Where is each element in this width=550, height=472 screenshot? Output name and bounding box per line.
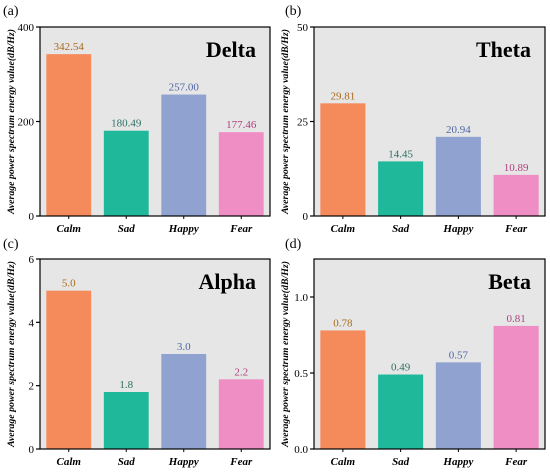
data-label-happy: 257.00: [169, 82, 200, 94]
plot-frame: [39, 26, 271, 217]
data-label-calm: 342.54: [54, 41, 85, 53]
y-axis-label: Average power spectrum energy value(dB/H…: [280, 29, 291, 215]
panel-label: (b): [285, 4, 302, 19]
plot-frame: [313, 26, 546, 217]
bar-calm: [46, 290, 92, 449]
bar-sad: [103, 392, 149, 449]
y-tick-label: 0: [29, 444, 35, 456]
panel-label: (a): [3, 4, 19, 19]
panel-label: (d): [285, 237, 302, 252]
data-label-fear: 0.81: [507, 313, 526, 325]
x-tick-label: Sad: [118, 456, 136, 468]
y-axis-label: Average power spectrum energy value(dB/H…: [6, 29, 17, 215]
bar-sad: [378, 374, 424, 449]
data-label-sad: 1.8: [119, 379, 133, 391]
data-label-fear: 10.89: [504, 162, 529, 174]
panel-delta: (a) 342.54 Calm 180.49 Sad 257.00 Happy 177.46 F…: [3, 4, 271, 235]
x-tick-label: Happy: [442, 223, 473, 235]
data-label-fear: 177.46: [226, 119, 257, 131]
bar-fear: [493, 174, 539, 216]
plot-frame: [39, 258, 271, 450]
chart-title: Theta: [476, 37, 531, 62]
bar-calm: [320, 330, 366, 449]
data-label-sad: 0.49: [391, 362, 411, 374]
x-tick-label: Calm: [57, 223, 82, 235]
y-tick-label: 6: [29, 254, 35, 266]
x-tick-label: Calm: [331, 223, 356, 235]
bar-happy: [161, 354, 207, 449]
bar-happy: [435, 362, 481, 449]
x-tick-label: Sad: [118, 223, 136, 235]
panel-beta: (d) 0.78 Calm 0.49 Sad 0.57 Happy 0.81 Fear 0.0 0.…: [280, 237, 546, 468]
x-tick-label: Fear: [229, 223, 253, 235]
x-tick-label: Fear: [229, 456, 253, 468]
chart-title: Beta: [488, 269, 531, 294]
y-axis-label: Average power spectrum energy value(dB/H…: [280, 261, 291, 448]
x-tick-label: Sad: [392, 223, 410, 235]
plot-frame: [313, 258, 546, 450]
y-tick-label: 400: [18, 22, 35, 34]
bar-fear: [493, 325, 539, 449]
data-label-happy: 20.94: [446, 124, 471, 136]
x-tick-label: Calm: [57, 456, 82, 468]
bar-fear: [218, 379, 264, 449]
data-label-calm: 29.81: [331, 90, 356, 102]
data-label-calm: 0.78: [333, 317, 353, 329]
y-tick-label: 0.5: [294, 368, 308, 380]
x-tick-label: Fear: [504, 223, 528, 235]
bar-calm: [46, 54, 92, 217]
bar-fear: [218, 132, 264, 216]
data-label-fear: 2.2: [234, 366, 248, 378]
y-tick-label: 4: [29, 317, 35, 329]
data-label-happy: 0.57: [449, 349, 469, 361]
panel-theta: (b) 29.81 Calm 14.45 Sad 20.94 Happy 10.89 Fear 0…: [280, 4, 546, 235]
chart-title: Delta: [206, 37, 256, 62]
x-tick-label: Happy: [442, 456, 473, 468]
x-tick-label: Happy: [168, 456, 199, 468]
data-label-happy: 3.0: [177, 341, 191, 353]
data-label-sad: 180.49: [111, 118, 142, 130]
y-axis-label: Average power spectrum energy value(dB/H…: [6, 261, 17, 448]
panel-label: (c): [3, 237, 19, 252]
y-tick-label: 25: [297, 117, 309, 129]
bar-happy: [435, 136, 481, 216]
x-tick-label: Sad: [392, 456, 410, 468]
y-tick-label: 0: [303, 211, 309, 223]
y-tick-label: 2: [29, 381, 35, 393]
y-tick-label: 0.0: [294, 444, 308, 456]
bar-calm: [320, 103, 366, 216]
y-tick-label: 50: [297, 22, 309, 34]
y-tick-label: 0: [29, 211, 35, 223]
bar-happy: [161, 94, 207, 216]
data-label-sad: 14.45: [388, 148, 413, 160]
bar-sad: [103, 130, 149, 216]
x-tick-label: Fear: [504, 456, 528, 468]
bar-sad: [378, 161, 424, 216]
data-label-calm: 5.0: [62, 278, 76, 290]
chart-title: Alpha: [199, 269, 256, 294]
y-tick-label: 1.0: [294, 292, 308, 304]
panel-alpha: (c) 5.0 Calm 1.8 Sad 3.0 Happy 2.2 Fear 0 2 4 6 Alpha…: [3, 237, 271, 468]
y-tick-label: 200: [18, 117, 35, 129]
x-tick-label: Calm: [331, 456, 356, 468]
x-tick-label: Happy: [168, 223, 199, 235]
